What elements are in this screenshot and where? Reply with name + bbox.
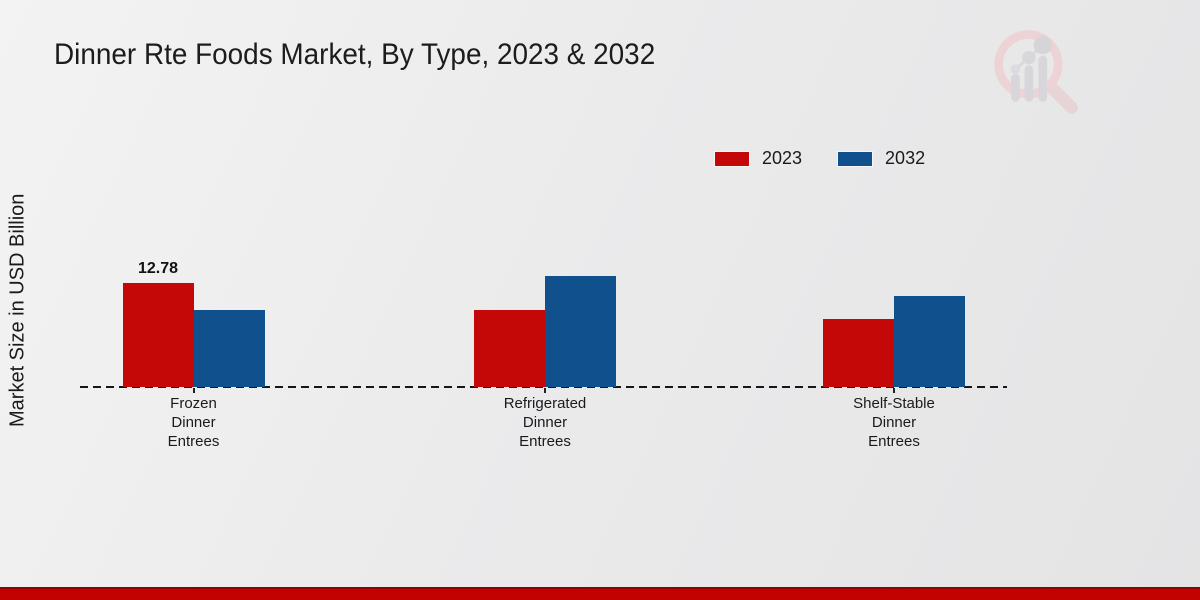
bar-2032-category-2 (894, 296, 965, 387)
bar-2032-category-0 (193, 310, 265, 387)
legend-label-2032: 2032 (885, 148, 926, 168)
legend-label-2023: 2023 (762, 148, 803, 168)
category-label-1: Refrigerated Dinner Entrees (503, 395, 587, 450)
legend-item-2032: 2032 (838, 148, 925, 169)
plot-area (80, 240, 1007, 387)
magnifier-growth-bars-logo-icon (994, 30, 1078, 114)
footer-accent-band (0, 587, 1200, 600)
bar-2023-category-0 (122, 283, 194, 387)
category-label-2: Shelf-Stable Dinner Entrees (853, 395, 935, 450)
legend-swatch-2023 (715, 151, 749, 166)
x-axis-tick-0 (192, 388, 195, 393)
legend-swatch-2032 (838, 151, 873, 166)
y-axis-label: Market Size in USD Billion (6, 193, 29, 427)
chart-title: Dinner Rte Foods Market, By Type, 2023 &… (54, 38, 656, 71)
value-label-2023-category-0: 12.78 (137, 260, 179, 277)
bar-2032-category-1 (545, 276, 616, 387)
category-label-0: Frozen Dinner Entrees (167, 395, 220, 450)
legend: 2023 2032 (715, 148, 925, 169)
x-axis-tick-1 (544, 388, 546, 393)
bar-2023-category-2 (823, 319, 894, 387)
x-axis-baseline (80, 386, 1007, 388)
bar-2023-category-1 (474, 310, 545, 387)
x-axis-tick-2 (893, 388, 895, 393)
legend-item-2023: 2023 (715, 148, 802, 169)
